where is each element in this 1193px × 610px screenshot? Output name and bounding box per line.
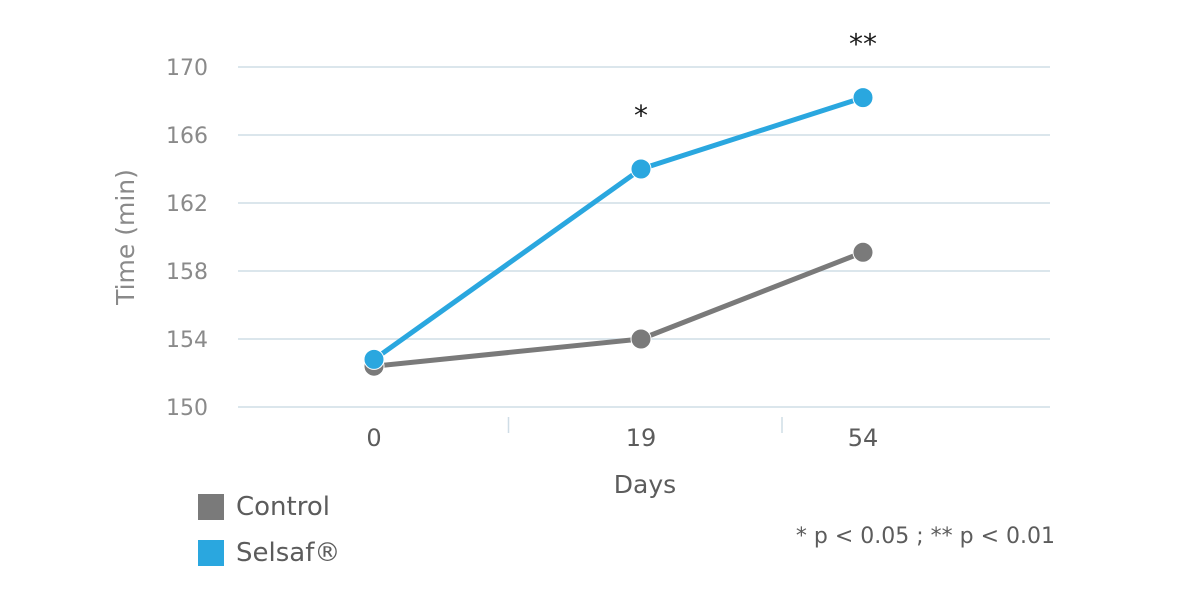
y-tick-170: 170 [166,56,208,81]
y-tick-labels: 150 154 158 162 166 170 [166,56,208,421]
significance-annotations: *** [634,28,877,132]
x-tick-0: 0 [366,424,381,452]
series-group [363,87,874,377]
gridlines [238,66,1050,408]
x-tick-19: 19 [626,424,657,452]
legend-item-control: Control [198,492,340,522]
y-tick-158: 158 [166,260,208,285]
point-selsaf-0 [363,348,385,370]
legend-label-control: Control [236,492,330,522]
series-line-selsaf [372,95,864,362]
y-tick-150: 150 [166,396,208,421]
point-selsaf-19 [630,158,652,180]
significance-mark-19: * [634,99,648,132]
legend-label-selsaf: Selsaf® [236,538,341,568]
point-control-54 [852,241,874,263]
significance-footnote: * p < 0.05 ; ** p < 0.01 [795,524,1055,549]
significance-mark-54: ** [849,28,877,61]
legend-swatch-selsaf [198,540,224,566]
legend-item-selsaf: Selsaf® [198,538,340,568]
x-tick-54: 54 [848,424,879,452]
x-category-dividers [507,417,783,433]
point-control-19 [630,328,652,350]
x-tick-labels: 0 19 54 [366,424,878,452]
legend-swatch-control [198,494,224,520]
legend: Control Selsaf® [198,492,340,584]
y-axis-title: Time (min) [111,169,140,306]
point-selsaf-54 [852,87,874,109]
y-tick-154: 154 [166,328,208,353]
y-tick-162: 162 [166,192,208,217]
y-tick-166: 166 [166,124,208,149]
x-axis-title: Days [614,470,676,499]
